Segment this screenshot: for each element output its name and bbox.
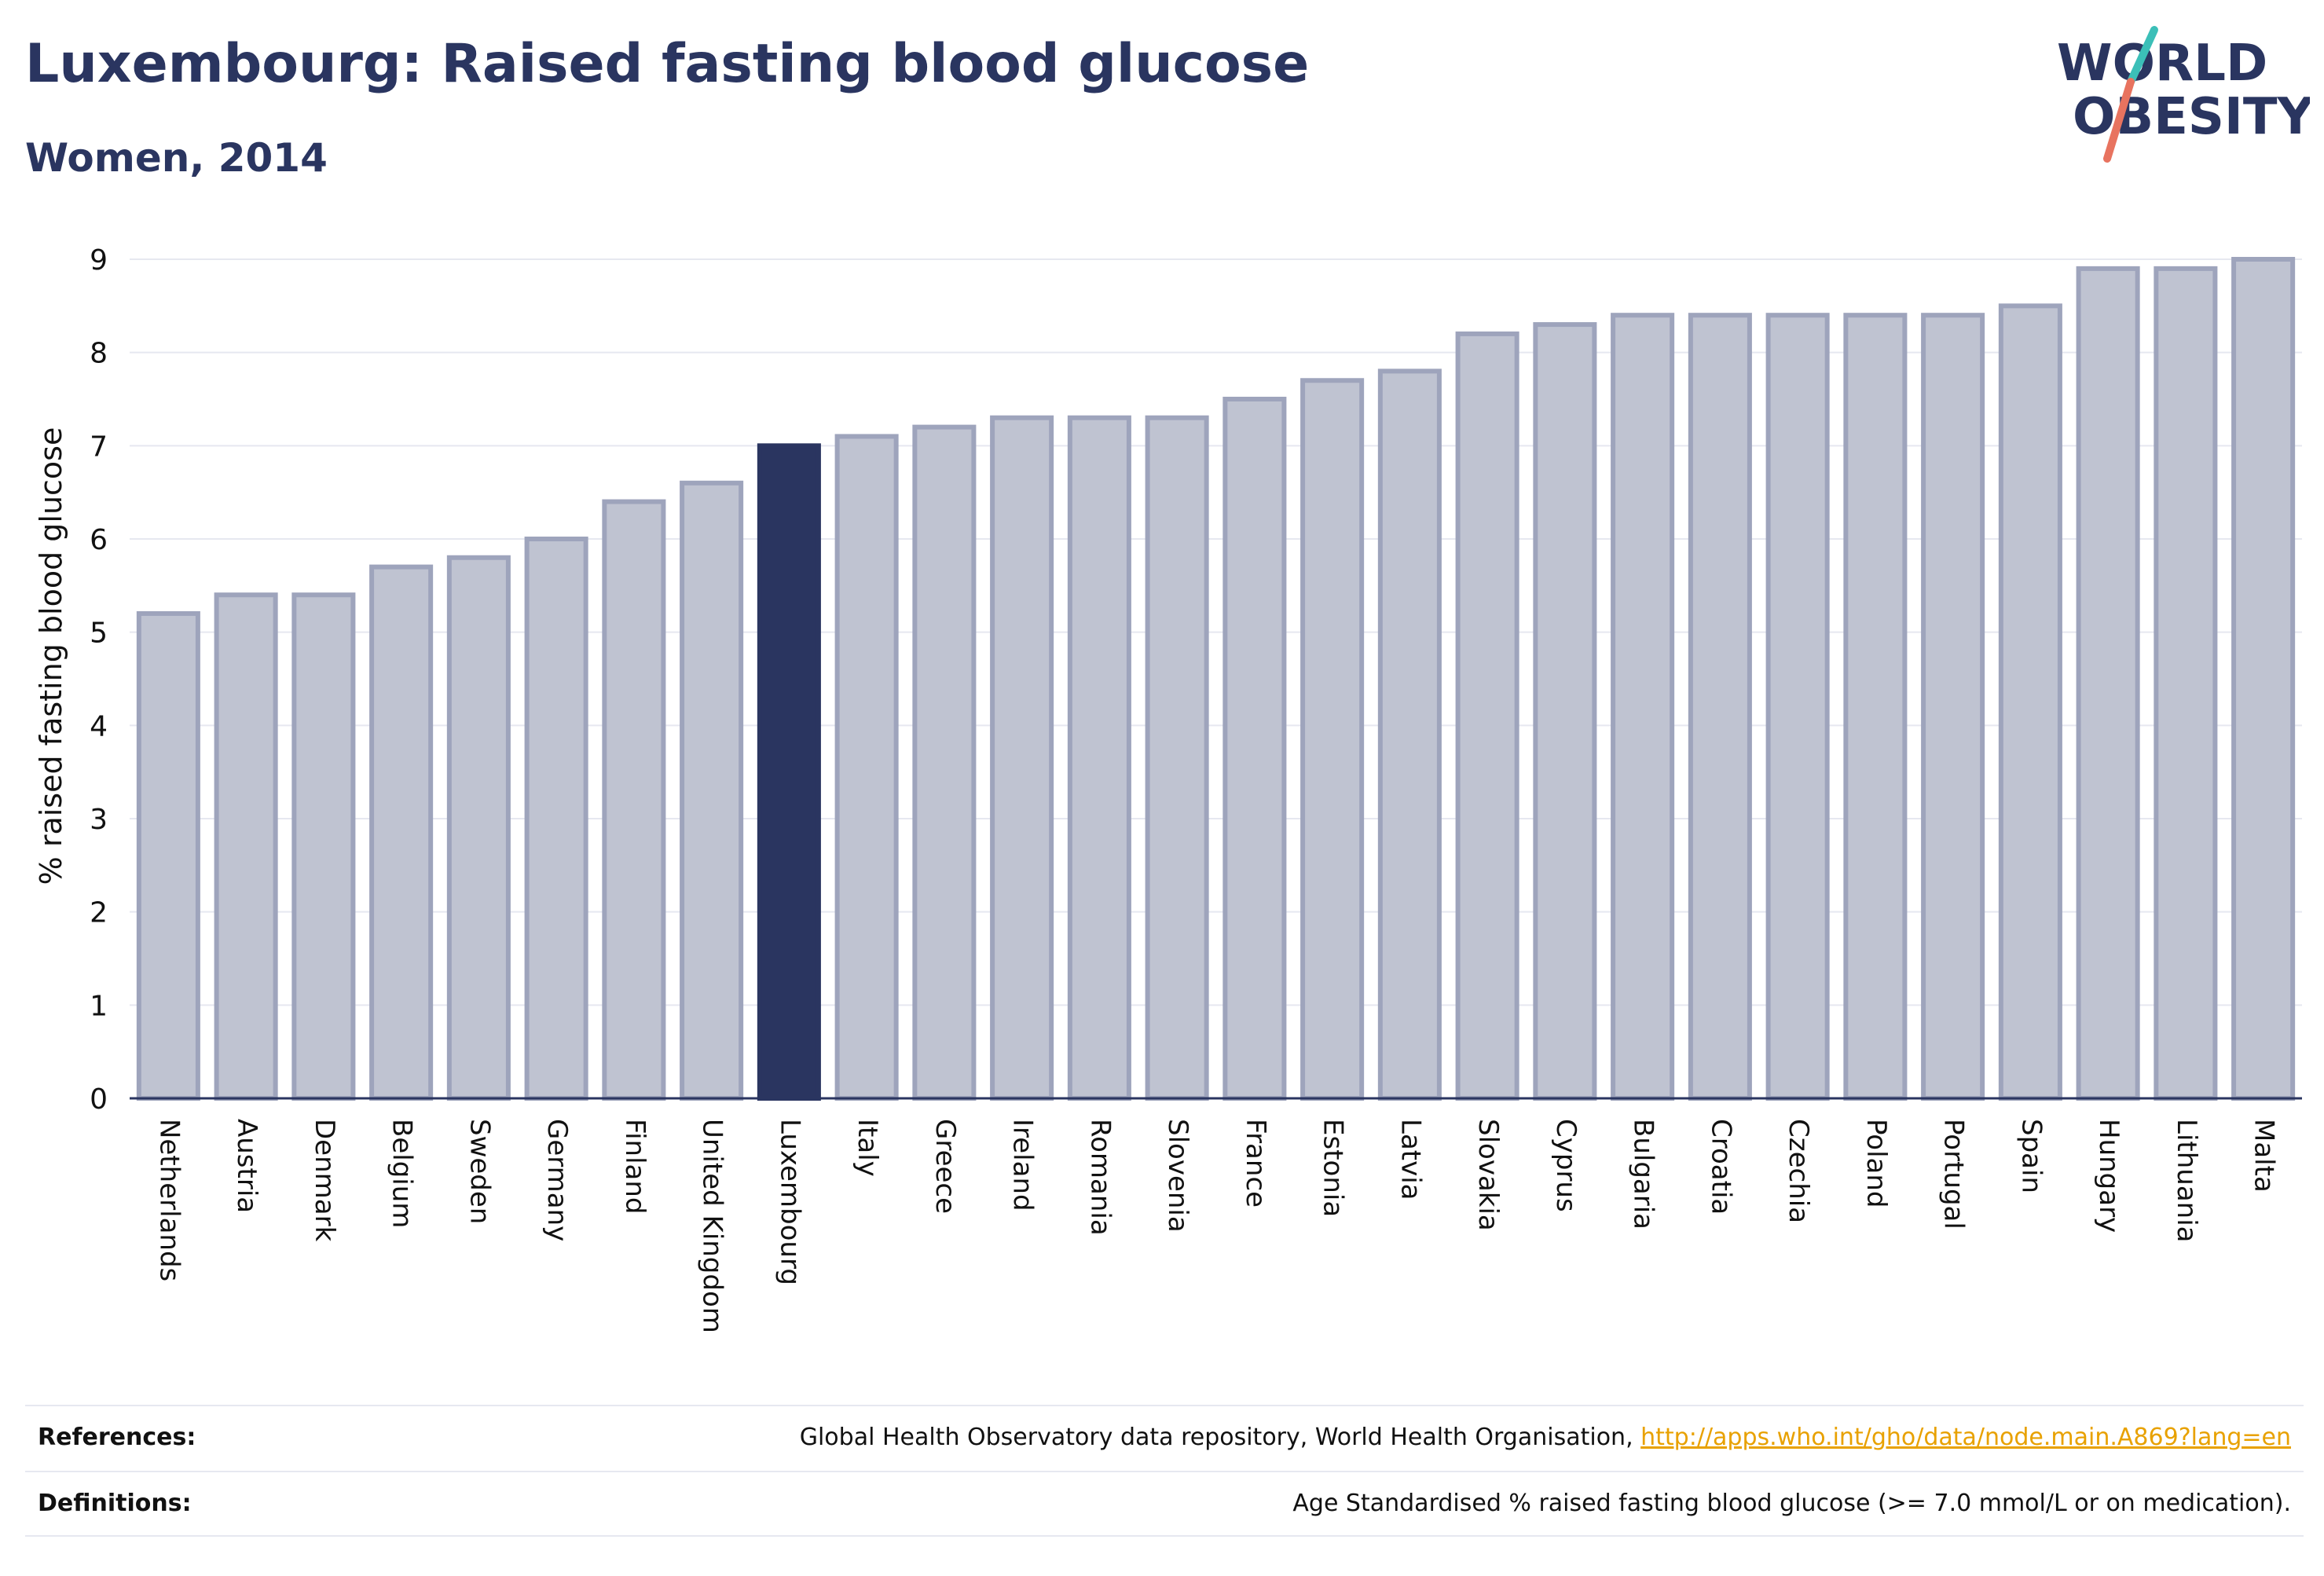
bar-sweden [446,555,511,1101]
bar-france [1222,397,1287,1101]
y-tick-label: 6 [90,524,108,556]
x-tick-label: Denmark [309,1119,340,1242]
x-tick-label: Poland [1860,1119,1892,1208]
bar-lithuania [2154,266,2218,1101]
y-tick-label: 4 [90,710,108,742]
bar-netherlands [136,610,200,1101]
bar-estonia [1300,378,1365,1101]
x-tick-label: Latvia [1395,1119,1426,1200]
bar-united-kingdom [680,480,744,1101]
bar-spain [1998,303,2062,1101]
bar-poland [1843,313,1908,1101]
logo-line-1: WORLD [2057,35,2267,93]
references-label: References: [38,1424,196,1451]
references-text: Global Health Observatory data repositor… [799,1424,1641,1451]
x-tick-label: Lithuania [2171,1119,2202,1242]
references-link[interactable]: http://apps.who.int/gho/data/node.main.A… [1640,1424,2291,1451]
logo-slash-teal [2127,26,2158,86]
y-tick-label: 3 [90,804,108,836]
x-tick-label: Germany [541,1119,573,1241]
bar-czechia [1765,313,1830,1101]
bar-hungary [2076,266,2140,1101]
bar-slovakia [1455,331,1519,1101]
x-tick-label: Malta [2249,1119,2280,1193]
x-tick-label: Slovakia [1472,1119,1504,1231]
chart-subtitle: Women, 2014 [25,135,328,181]
bar-greece [912,424,977,1101]
bar-portugal [1921,313,1985,1101]
x-tick-label: Slovenia [1162,1119,1193,1233]
y-axis: 0 1 2 3 4 5 6 7 8 9 [90,244,108,1116]
bar-malta [2231,257,2296,1101]
bar-bulgaria [1611,313,1675,1101]
bar-denmark [291,592,356,1101]
x-tick-label: Netherlands [153,1119,185,1281]
x-tick-label: Cyprus [1550,1119,1582,1212]
x-tick-label: Bulgaria [1628,1119,1659,1230]
y-tick-label: 7 [90,431,108,463]
bar-slovenia [1145,415,1209,1101]
bar-austria [214,592,278,1101]
x-tick-label: Austria [231,1119,262,1213]
bar-cyprus [1533,322,1597,1101]
definitions-text: Age Standardised % raised fasting blood … [1292,1490,2291,1517]
bar-germany [524,537,588,1101]
x-tick-label: Italy [852,1119,883,1177]
x-tick-label: Finland [619,1119,651,1215]
x-tick-label: Croatia [1705,1119,1736,1215]
x-tick-label: Belgium [387,1119,418,1228]
bar-chart: 0 1 2 3 4 5 6 7 8 9 Netherlands Austria Denmark Belg… [34,244,2302,1333]
bar-luxembourg [757,443,821,1101]
x-tick-label: Sweden [464,1119,495,1224]
y-tick-label: 9 [90,244,108,277]
definitions-row: Definitions: Age Standardised % raised f… [25,1490,2304,1524]
bars [136,257,2296,1101]
world-obesity-logo: WORLD OBESITY [2057,26,2310,163]
chart-title: Luxembourg: Raised fasting blood glucose [25,33,1310,95]
y-tick-label: 0 [90,1083,108,1116]
y-tick-label: 5 [90,618,108,650]
x-tick-label: Ireland [1007,1119,1039,1211]
y-axis-label: % raised fasting blood glucose [34,427,68,885]
x-tick-label: United Kingdom [697,1119,728,1333]
bar-finland [602,499,666,1101]
x-tick-label: Hungary [2093,1119,2124,1233]
bar-ireland [990,415,1054,1101]
x-tick-label: Czechia [1783,1119,1814,1223]
logo-slash-coral [2103,78,2135,163]
definitions-label: Definitions: [38,1490,192,1517]
bar-croatia [1688,313,1752,1101]
x-tick-label: Luxembourg [774,1119,805,1285]
x-tick-label: Romania [1084,1119,1116,1236]
footer-divider-top [25,1405,2304,1406]
references-row: References: Global Health Observatory da… [25,1424,2304,1458]
x-tick-label: Greece [929,1119,961,1214]
y-tick-label: 8 [90,338,108,370]
bar-italy [834,434,899,1101]
footer-divider-middle [25,1471,2304,1472]
x-tick-label: Spain [2015,1119,2047,1193]
x-tick-label: France [1240,1119,1271,1208]
x-tick-label: Estonia [1318,1119,1349,1217]
bar-latvia [1377,368,1442,1101]
y-tick-label: 2 [90,897,108,929]
bar-romania [1067,415,1131,1101]
references-value: Global Health Observatory data repositor… [800,1424,2291,1451]
x-axis: Netherlands Austria Denmark Belgium Sweden Ge… [130,1097,2302,1333]
bar-belgium [369,564,434,1101]
x-tick-label: Portugal [1938,1119,1970,1230]
y-tick-label: 1 [90,990,108,1022]
footer-divider-bottom [25,1535,2304,1537]
